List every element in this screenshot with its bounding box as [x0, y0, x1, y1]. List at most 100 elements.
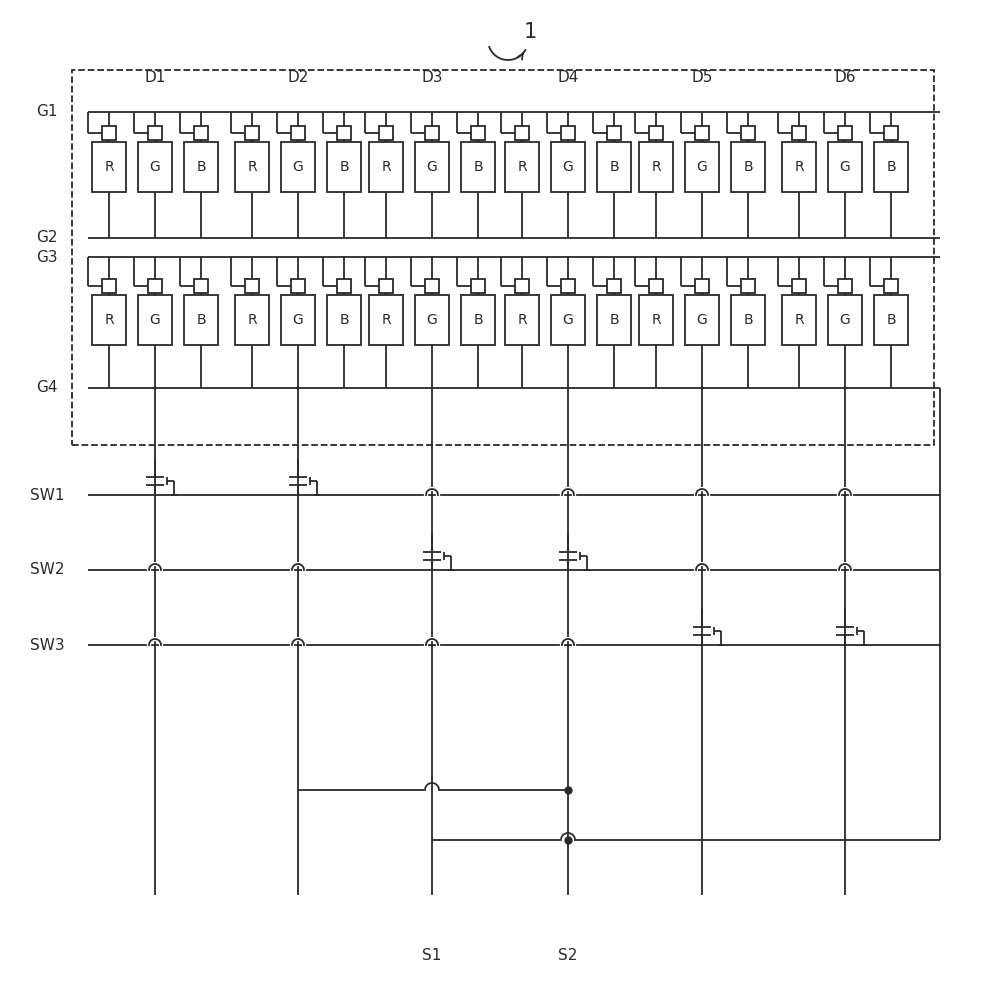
Text: G: G	[697, 160, 707, 174]
Text: B: B	[339, 313, 349, 327]
Bar	[597, 295, 631, 345]
Bar	[782, 295, 816, 345]
Text: R: R	[105, 160, 113, 174]
Bar	[607, 279, 621, 293]
Bar	[327, 142, 361, 192]
Text: G: G	[293, 160, 304, 174]
Text: B: B	[339, 160, 349, 174]
Bar	[731, 295, 765, 345]
Text: D6: D6	[834, 70, 856, 85]
Bar	[72, 70, 934, 445]
Text: SW1: SW1	[30, 488, 64, 502]
Text: R: R	[794, 313, 804, 327]
Text: G3: G3	[36, 249, 58, 264]
Text: B: B	[609, 313, 619, 327]
Bar	[792, 126, 806, 140]
Bar	[685, 142, 719, 192]
Bar	[597, 142, 631, 192]
Text: R: R	[105, 313, 113, 327]
Bar	[515, 279, 529, 293]
Bar	[551, 295, 585, 345]
Text: S1: S1	[422, 948, 442, 962]
Text: B: B	[743, 313, 753, 327]
Bar	[838, 279, 852, 293]
Text: G: G	[840, 313, 850, 327]
Bar	[471, 279, 485, 293]
Text: D5: D5	[691, 70, 713, 85]
Text: R: R	[518, 160, 527, 174]
Bar	[874, 295, 908, 345]
Bar	[245, 126, 259, 140]
Text: SW3: SW3	[30, 638, 64, 652]
Bar	[649, 126, 663, 140]
Bar	[337, 126, 351, 140]
Text: D4: D4	[557, 70, 579, 85]
Text: G: G	[150, 313, 161, 327]
Text: G: G	[293, 313, 304, 327]
Bar	[138, 295, 172, 345]
Bar	[828, 142, 862, 192]
Text: S2: S2	[558, 948, 578, 962]
Bar	[415, 295, 449, 345]
Bar	[792, 279, 806, 293]
Bar	[281, 142, 315, 192]
Bar	[874, 142, 908, 192]
Bar	[731, 142, 765, 192]
Bar	[92, 142, 126, 192]
Bar	[561, 126, 575, 140]
Bar	[782, 142, 816, 192]
Bar	[461, 295, 495, 345]
Bar	[235, 295, 269, 345]
Bar	[561, 279, 575, 293]
Bar	[471, 126, 485, 140]
Bar	[461, 142, 495, 192]
Text: B: B	[473, 160, 483, 174]
Text: G: G	[840, 160, 850, 174]
Text: R: R	[794, 160, 804, 174]
Text: R: R	[382, 160, 390, 174]
Text: D2: D2	[287, 70, 309, 85]
Text: G: G	[427, 160, 438, 174]
Text: G: G	[427, 313, 438, 327]
Bar	[505, 295, 539, 345]
Text: R: R	[518, 313, 527, 327]
Text: G: G	[563, 160, 574, 174]
Bar	[194, 126, 208, 140]
Bar	[639, 142, 673, 192]
Bar	[607, 126, 621, 140]
Bar	[92, 295, 126, 345]
Text: G4: G4	[36, 380, 58, 395]
Text: R: R	[247, 160, 256, 174]
Bar	[184, 142, 218, 192]
Text: G: G	[697, 313, 707, 327]
Bar	[235, 142, 269, 192]
Bar	[695, 126, 709, 140]
Bar	[291, 126, 305, 140]
Bar	[649, 279, 663, 293]
Text: R: R	[651, 160, 661, 174]
Bar	[884, 279, 898, 293]
Text: B: B	[196, 160, 206, 174]
Bar	[685, 295, 719, 345]
Bar	[138, 142, 172, 192]
Text: B: B	[886, 160, 896, 174]
Text: R: R	[382, 313, 390, 327]
Bar	[102, 126, 116, 140]
Bar	[148, 279, 162, 293]
Bar	[102, 279, 116, 293]
Bar	[379, 279, 393, 293]
Bar	[838, 126, 852, 140]
Text: G1: G1	[36, 104, 58, 119]
Bar	[639, 295, 673, 345]
Bar	[291, 279, 305, 293]
Bar	[337, 279, 351, 293]
Bar	[884, 126, 898, 140]
Bar	[741, 126, 755, 140]
Bar	[379, 126, 393, 140]
Bar	[369, 295, 403, 345]
Bar	[515, 126, 529, 140]
Text: D3: D3	[421, 70, 443, 85]
Bar	[281, 295, 315, 345]
Text: G: G	[150, 160, 161, 174]
Bar	[369, 142, 403, 192]
